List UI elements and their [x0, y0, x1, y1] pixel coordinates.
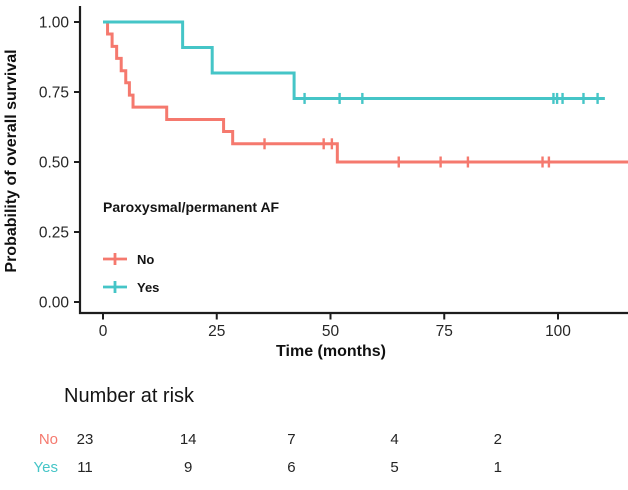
plus-marker-icon — [103, 281, 127, 293]
risk-count: 5 — [390, 459, 399, 476]
plus-marker-icon — [103, 253, 127, 265]
risk-count: 4 — [390, 431, 399, 448]
risk-count: 2 — [493, 431, 502, 448]
legend-label-yes: Yes — [137, 279, 160, 295]
y-tick-label: 1.00 — [39, 15, 70, 32]
survival-curve-yes — [103, 20, 605, 100]
y-tick-label: 0.50 — [39, 155, 70, 172]
risk-count: 6 — [287, 459, 296, 476]
risk-count: 1 — [493, 459, 502, 476]
y-tick-label: 0.00 — [39, 295, 70, 312]
axis-lines — [78, 6, 628, 315]
y-tick-label: 0.75 — [39, 85, 69, 102]
risk-row-label-yes: Yes — [33, 459, 58, 476]
x-tick-label: 75 — [436, 323, 453, 340]
legend-item-yes: Yes — [102, 277, 159, 297]
y-tick-label: 0.25 — [39, 225, 69, 242]
risk-count: 14 — [179, 431, 197, 448]
legend-label-no: No — [137, 251, 155, 267]
x-axis-title: Time (months) — [276, 343, 386, 360]
x-tick-label: 100 — [545, 323, 571, 340]
risk-count: 7 — [287, 431, 296, 448]
plot-area: 1.00 0.75 0.50 0.25 0.00 0 25 50 75 100 — [39, 6, 628, 340]
x-tick-label: 25 — [208, 323, 225, 340]
risk-count: 9 — [184, 459, 193, 476]
x-tick-label: 50 — [322, 323, 340, 340]
survival-curve-no — [103, 20, 628, 164]
risk-row-label-no: No — [38, 431, 58, 448]
risk-count: 11 — [77, 459, 93, 476]
legend-item-no: No — [102, 249, 154, 269]
risk-table-header: Number at risk — [64, 385, 195, 407]
risk-count: 23 — [76, 431, 94, 448]
legend-title: Paroxysmal/permanent AF — [103, 199, 280, 215]
x-tick-label: 0 — [99, 323, 108, 340]
